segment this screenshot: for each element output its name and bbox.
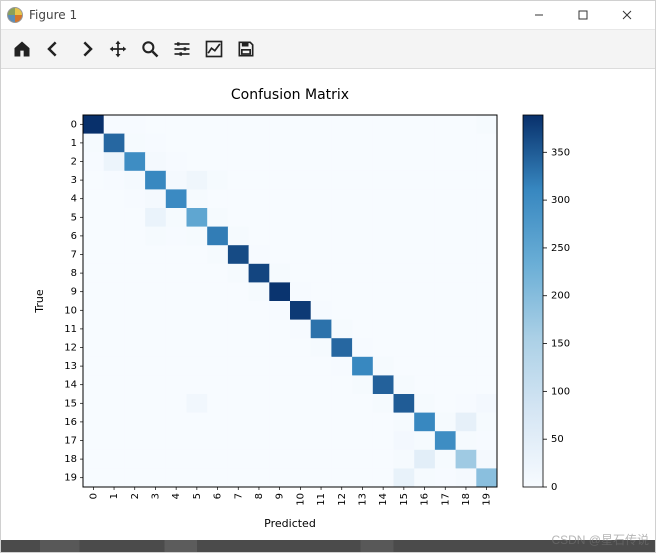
svg-text:4: 4 xyxy=(71,194,77,205)
svg-text:250: 250 xyxy=(551,243,570,254)
svg-text:5: 5 xyxy=(71,212,77,223)
window-title: Figure 1 xyxy=(29,8,517,22)
svg-text:18: 18 xyxy=(64,454,77,465)
maximize-button[interactable] xyxy=(561,1,605,29)
minimize-button[interactable] xyxy=(517,1,561,29)
svg-text:0: 0 xyxy=(88,493,99,499)
svg-text:16: 16 xyxy=(64,417,77,428)
svg-text:0: 0 xyxy=(71,119,77,130)
svg-text:6: 6 xyxy=(213,493,224,499)
svg-text:15: 15 xyxy=(399,493,410,506)
svg-text:14: 14 xyxy=(378,493,389,506)
home-icon[interactable] xyxy=(7,35,37,63)
plot-area: Confusion Matrix012345678910111213141516… xyxy=(1,69,655,552)
zoom-icon[interactable] xyxy=(135,35,165,63)
svg-text:10: 10 xyxy=(64,305,77,316)
svg-text:2: 2 xyxy=(130,493,141,499)
svg-text:350: 350 xyxy=(551,147,570,158)
svg-text:17: 17 xyxy=(64,436,77,447)
svg-text:3: 3 xyxy=(71,175,77,186)
close-button[interactable] xyxy=(605,1,649,29)
svg-text:200: 200 xyxy=(551,291,570,302)
svg-text:300: 300 xyxy=(551,195,570,206)
svg-text:19: 19 xyxy=(482,493,493,506)
svg-text:15: 15 xyxy=(64,398,77,409)
matplotlib-app-icon xyxy=(7,7,23,23)
axes-icon[interactable] xyxy=(199,35,229,63)
svg-text:8: 8 xyxy=(71,268,77,279)
svg-text:11: 11 xyxy=(64,324,77,335)
figure-window: Figure 1 Confusion Matrix012345678910111… xyxy=(0,0,656,553)
svg-text:18: 18 xyxy=(461,493,472,506)
svg-text:3: 3 xyxy=(150,493,161,499)
svg-text:100: 100 xyxy=(551,386,570,397)
background-strip xyxy=(1,540,655,552)
mpl-toolbar xyxy=(1,30,655,69)
svg-text:7: 7 xyxy=(71,250,77,261)
svg-text:2: 2 xyxy=(71,157,77,168)
svg-text:13: 13 xyxy=(357,493,368,506)
svg-text:50: 50 xyxy=(551,434,564,445)
svg-text:7: 7 xyxy=(233,493,244,499)
svg-text:0: 0 xyxy=(551,482,557,493)
svg-text:9: 9 xyxy=(275,493,286,499)
svg-text:True: True xyxy=(33,289,46,314)
svg-text:11: 11 xyxy=(316,493,327,506)
svg-text:1: 1 xyxy=(109,493,120,499)
titlebar: Figure 1 xyxy=(1,1,655,30)
svg-text:17: 17 xyxy=(440,493,451,506)
svg-text:10: 10 xyxy=(295,493,306,506)
svg-text:19: 19 xyxy=(64,473,77,484)
svg-text:6: 6 xyxy=(71,231,77,242)
back-icon[interactable] xyxy=(39,35,69,63)
svg-text:1: 1 xyxy=(71,138,77,149)
svg-text:Confusion Matrix: Confusion Matrix xyxy=(231,87,349,103)
confusion-matrix-plot: Confusion Matrix012345678910111213141516… xyxy=(1,69,655,552)
svg-text:12: 12 xyxy=(64,343,77,354)
svg-text:9: 9 xyxy=(71,287,77,298)
configure-icon[interactable] xyxy=(167,35,197,63)
pan-icon[interactable] xyxy=(103,35,133,63)
svg-text:5: 5 xyxy=(192,493,203,499)
svg-text:13: 13 xyxy=(64,361,77,372)
svg-text:4: 4 xyxy=(171,493,182,499)
svg-text:8: 8 xyxy=(254,493,265,499)
svg-text:150: 150 xyxy=(551,339,570,350)
svg-text:16: 16 xyxy=(420,493,431,506)
save-icon[interactable] xyxy=(231,35,261,63)
forward-icon[interactable] xyxy=(71,35,101,63)
svg-text:12: 12 xyxy=(337,493,348,506)
svg-text:14: 14 xyxy=(64,380,77,391)
svg-text:Predicted: Predicted xyxy=(264,517,316,530)
